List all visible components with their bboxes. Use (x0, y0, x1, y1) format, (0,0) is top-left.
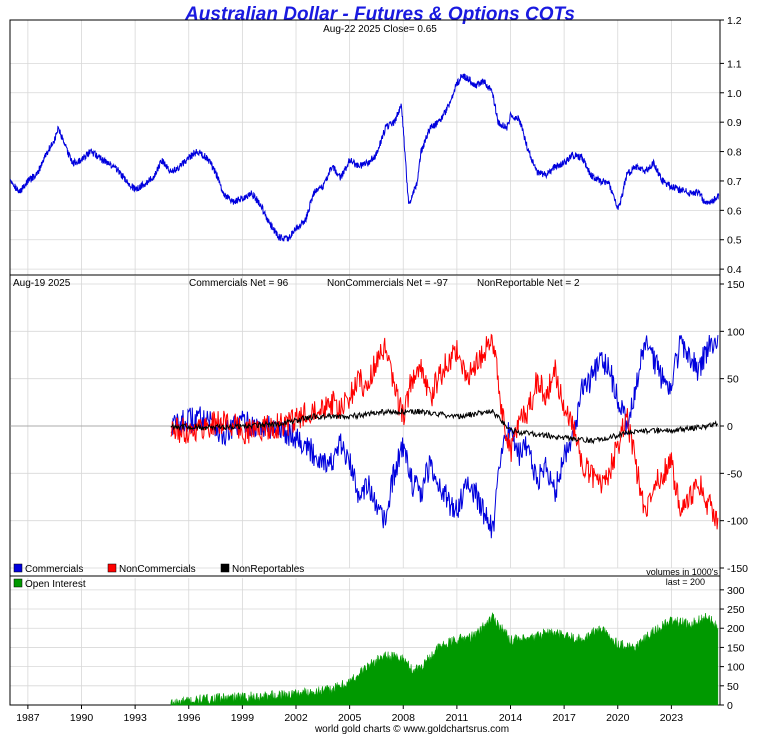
x-tick-label: 1999 (231, 712, 255, 724)
y-tick-label: 300 (727, 585, 745, 597)
y-tick-label: 0.9 (727, 117, 742, 129)
y-tick-label: -50 (727, 468, 742, 480)
last-oi-label: last = 200 (666, 577, 705, 587)
chart-frame (9, 19, 721, 706)
y-tick-label: -150 (727, 563, 748, 575)
y-tick-label: 50 (727, 374, 739, 386)
noncommercials-line (170, 333, 719, 530)
y-tick-label: 0 (727, 421, 733, 433)
x-tick-label: 2023 (660, 712, 684, 724)
volume-unit-label: volumes in 1000's (646, 567, 718, 577)
y-tick-label: 250 (727, 604, 745, 616)
nonreportable-net-label: NonReportable Net = 2 (477, 278, 580, 289)
oi-legend: Open Interest (13, 578, 86, 590)
x-tick-label: 2011 (446, 712, 469, 724)
legend-swatch (13, 578, 23, 588)
cot-legend: Commercials NonCommercials NonReportable… (13, 563, 304, 575)
grid-lines (10, 19, 720, 706)
x-tick-label: 1990 (70, 712, 94, 724)
y-tick-label: 0 (727, 700, 733, 712)
y-tick-label: 1.0 (727, 88, 742, 100)
noncommercials-net-label: NonCommercials Net = -97 (327, 278, 448, 289)
x-tick-label: 2014 (499, 712, 523, 724)
legend-label: NonCommercials (119, 564, 196, 575)
x-tick-label: 2002 (284, 712, 308, 724)
x-tick-label: 2005 (338, 712, 362, 724)
price-line (9, 73, 720, 243)
x-tick-label: 2017 (552, 712, 576, 724)
y-tick-label: -100 (727, 516, 748, 528)
x-tick-label: 2008 (392, 712, 416, 724)
y-tick-label: 150 (727, 279, 745, 291)
legend-swatch (107, 563, 117, 573)
y-tick-label: 0.5 (727, 235, 742, 247)
y-tick-label: 100 (727, 662, 745, 674)
y-tick-label: 50 (727, 681, 739, 693)
y-tick-label: 0.6 (727, 205, 742, 217)
open-interest-area (170, 612, 719, 706)
x-tick-label: 1987 (16, 712, 40, 724)
legend-swatch (220, 563, 230, 573)
price-subtitle: Aug-22 2025 Close= 0.65 (323, 24, 437, 35)
commercials-net-label: Commercials Net = 96 (189, 278, 289, 289)
nonreportables-line (170, 407, 718, 445)
footer-credit: world gold charts © www.goldchartsrus.co… (314, 724, 509, 735)
x-tick-label: 1993 (123, 712, 147, 724)
legend-swatch (13, 563, 23, 573)
x-tick-label: 1996 (177, 712, 201, 724)
y-tick-label: 0.7 (727, 176, 742, 188)
y-tick-label: 200 (727, 623, 745, 635)
y-tick-label: 1.1 (727, 58, 742, 70)
legend-label: Commercials (25, 564, 83, 575)
chart-title: Australian Dollar - Futures & Options CO… (184, 4, 575, 25)
y-tick-label: 1.2 (727, 15, 742, 27)
y-tick-label: 150 (727, 642, 745, 654)
y-tick-label: 0.4 (727, 264, 742, 276)
y-tick-label: 100 (727, 326, 745, 338)
legend-label: NonReportables (232, 564, 304, 575)
x-tick-label: 2020 (606, 712, 630, 724)
legend-label: Open Interest (25, 579, 86, 590)
cot-date-label: Aug-19 2025 (13, 278, 71, 289)
y-tick-label: 0.8 (727, 147, 742, 159)
